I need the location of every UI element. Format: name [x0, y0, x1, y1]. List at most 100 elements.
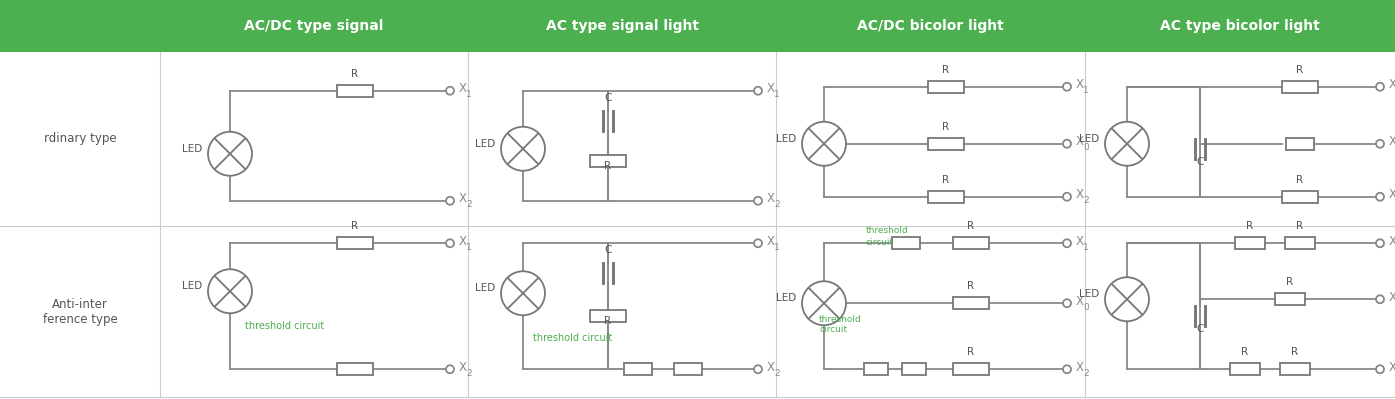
Text: R: R — [352, 69, 359, 79]
Text: 1: 1 — [774, 90, 780, 99]
Text: 2: 2 — [1083, 196, 1088, 205]
Text: 2: 2 — [774, 200, 780, 209]
Text: circuit: circuit — [866, 238, 894, 247]
Text: R: R — [1296, 175, 1303, 185]
Text: 2: 2 — [466, 200, 472, 209]
Bar — [1230, 363, 1260, 375]
Text: LED: LED — [1078, 289, 1099, 299]
Text: R: R — [1296, 65, 1303, 75]
Circle shape — [1063, 239, 1071, 247]
Circle shape — [1063, 299, 1071, 307]
Circle shape — [1375, 83, 1384, 91]
Bar — [674, 363, 702, 375]
Circle shape — [1105, 122, 1149, 166]
Text: X: X — [1076, 135, 1084, 148]
Text: X: X — [1389, 188, 1395, 201]
Text: X: X — [1389, 135, 1395, 148]
Bar — [338, 363, 372, 375]
Bar — [590, 155, 626, 167]
Text: C: C — [604, 93, 611, 103]
Text: X: X — [767, 361, 776, 374]
Circle shape — [755, 87, 762, 95]
Text: 2: 2 — [774, 369, 780, 378]
Text: LED: LED — [474, 139, 495, 149]
Circle shape — [208, 269, 252, 313]
Text: X: X — [1389, 235, 1395, 248]
Text: threshold: threshold — [819, 315, 862, 324]
Text: C: C — [604, 245, 611, 255]
Text: R: R — [604, 316, 611, 326]
Bar — [1281, 363, 1310, 375]
Text: R: R — [352, 221, 359, 231]
Text: X: X — [767, 235, 776, 248]
Circle shape — [1063, 365, 1071, 373]
Bar — [1235, 237, 1265, 249]
Text: threshold: threshold — [866, 226, 908, 235]
Text: threshold circuit: threshold circuit — [246, 321, 324, 331]
Text: R: R — [943, 175, 950, 185]
Text: circuit: circuit — [819, 325, 847, 334]
Text: X: X — [1389, 78, 1395, 91]
Text: R: R — [604, 161, 611, 171]
Text: X: X — [1076, 235, 1084, 248]
Bar — [928, 138, 964, 150]
Text: 1: 1 — [466, 243, 472, 252]
Text: 2: 2 — [1083, 369, 1088, 378]
Bar — [891, 237, 919, 249]
Text: R: R — [968, 281, 975, 291]
Circle shape — [1063, 83, 1071, 91]
Circle shape — [1063, 193, 1071, 201]
Text: R: R — [943, 65, 950, 75]
Text: X: X — [1076, 361, 1084, 374]
Circle shape — [1375, 140, 1384, 148]
Circle shape — [1375, 239, 1384, 247]
Bar — [953, 363, 989, 375]
Text: R: R — [1292, 347, 1299, 357]
Text: 0: 0 — [1083, 303, 1088, 312]
Text: 1: 1 — [466, 90, 472, 99]
Bar — [953, 237, 989, 249]
Circle shape — [208, 132, 252, 176]
Bar — [928, 81, 964, 93]
Text: C: C — [1197, 324, 1204, 334]
Text: X: X — [1389, 291, 1395, 304]
Text: X: X — [1076, 295, 1084, 308]
Circle shape — [501, 127, 545, 171]
Text: X: X — [459, 235, 467, 248]
Text: C: C — [1197, 157, 1204, 167]
Text: 2: 2 — [466, 369, 472, 378]
Text: R: R — [1296, 221, 1303, 231]
Bar — [1282, 191, 1318, 203]
Circle shape — [446, 197, 453, 205]
Circle shape — [755, 197, 762, 205]
Circle shape — [1063, 140, 1071, 148]
Circle shape — [755, 365, 762, 373]
Bar — [953, 297, 989, 309]
Text: R: R — [968, 221, 975, 231]
Text: LED: LED — [1078, 134, 1099, 144]
Circle shape — [446, 239, 453, 247]
Bar — [1286, 138, 1314, 150]
Text: X: X — [1389, 361, 1395, 374]
Text: X: X — [459, 82, 467, 95]
Text: AC type signal light: AC type signal light — [545, 19, 699, 33]
Bar — [338, 237, 372, 249]
Text: X: X — [767, 192, 776, 205]
Bar — [338, 85, 372, 97]
Circle shape — [1105, 277, 1149, 321]
Text: R: R — [943, 122, 950, 132]
Text: LED: LED — [181, 144, 202, 154]
Text: 1: 1 — [1083, 86, 1088, 95]
Text: R: R — [1247, 221, 1254, 231]
Bar — [1285, 237, 1315, 249]
Text: R: R — [1286, 277, 1293, 287]
Circle shape — [1375, 295, 1384, 303]
Text: LED: LED — [776, 134, 797, 144]
Text: AC/DC type signal: AC/DC type signal — [244, 19, 384, 33]
Text: X: X — [1076, 78, 1084, 91]
Circle shape — [755, 239, 762, 247]
Bar — [928, 191, 964, 203]
Text: X: X — [1076, 188, 1084, 201]
Text: Anti-inter
ference type: Anti-inter ference type — [43, 298, 117, 326]
Bar — [1275, 293, 1304, 305]
